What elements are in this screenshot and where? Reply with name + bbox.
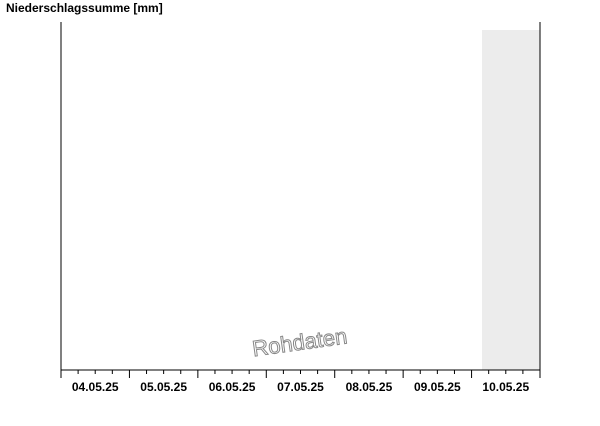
chart-title: Niederschlagssumme [mm] — [6, 1, 163, 15]
x-tick-label: 09.05.25 — [414, 380, 461, 394]
x-tick-label: 04.05.25 — [72, 380, 119, 394]
x-tick-label: 10.05.25 — [482, 380, 529, 394]
x-tick-label: 06.05.25 — [209, 380, 256, 394]
x-tick-label: 08.05.25 — [346, 380, 393, 394]
shaded-region — [482, 30, 540, 370]
x-tick-label: 07.05.25 — [277, 380, 324, 394]
watermark: Rohdaten — [251, 323, 349, 361]
x-tick-label: 05.05.25 — [140, 380, 187, 394]
